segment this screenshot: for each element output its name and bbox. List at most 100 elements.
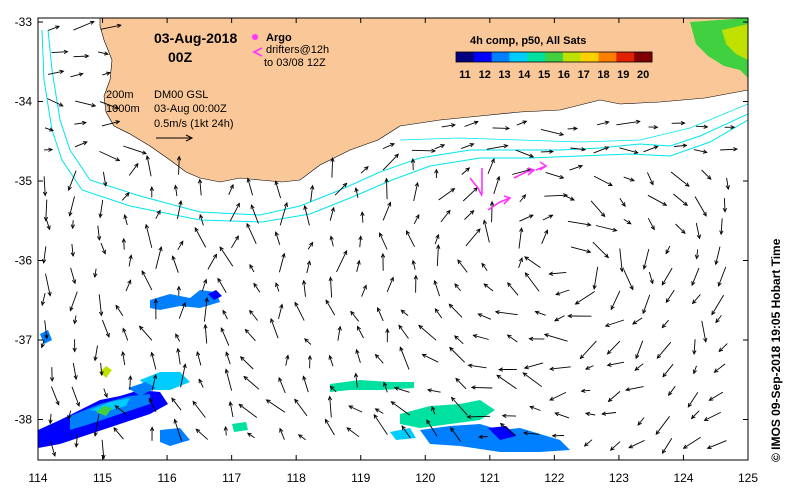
current-arrow	[498, 367, 517, 372]
x-tick-label: 117	[222, 471, 241, 485]
current-arrow	[113, 427, 124, 440]
current-arrow	[470, 385, 493, 390]
current-arrow	[75, 100, 97, 108]
velocity-scale-label: 0.5m/s (1kt 24h)	[154, 118, 233, 130]
current-arrow	[481, 262, 488, 272]
current-arrow	[297, 434, 306, 441]
current-arrow	[461, 143, 475, 150]
current-arrow	[329, 385, 337, 393]
current-arrow	[203, 323, 208, 344]
y-tick-label: -33	[15, 15, 33, 29]
isobath-200m-label: 200m	[106, 89, 134, 101]
current-arrow	[324, 418, 335, 436]
current-arrow	[346, 427, 360, 438]
current-arrow	[450, 426, 462, 442]
current-arrow	[440, 209, 451, 223]
current-arrow	[275, 282, 280, 292]
current-arrow	[51, 49, 69, 54]
current-arrow	[619, 248, 624, 273]
current-arrow	[519, 194, 527, 203]
current-arrow	[219, 246, 234, 267]
current-arrow	[411, 148, 437, 153]
current-arrow	[570, 147, 587, 152]
current-arrow	[101, 319, 110, 338]
current-arrow	[123, 213, 128, 226]
x-axis: 114 115 116 117 118 119 120 121 122 123 124 125	[28, 18, 758, 485]
current-arrow	[616, 119, 641, 126]
current-arrow	[249, 263, 255, 273]
drifters-range: to 03/08 12Z	[264, 57, 326, 69]
current-arrow	[337, 325, 342, 341]
current-arrow	[325, 299, 336, 316]
current-arrow	[634, 363, 644, 371]
current-arrow	[642, 294, 651, 315]
product-name: DM00 GSL	[154, 89, 208, 101]
current-arrow	[551, 433, 565, 438]
current-arrow	[584, 411, 596, 417]
current-arrow	[717, 266, 727, 287]
current-arrow	[610, 290, 621, 311]
current-arrow	[42, 176, 48, 197]
y-tick-label: -38	[15, 413, 33, 427]
current-arrow	[450, 396, 468, 416]
current-arrow	[518, 227, 524, 249]
current-arrow	[477, 434, 488, 440]
current-arrow	[661, 267, 673, 286]
drifter-track	[487, 197, 511, 211]
x-tick-label: 118	[287, 471, 306, 485]
current-arrow	[465, 228, 481, 247]
current-arrow	[44, 320, 49, 340]
current-arrow	[250, 204, 259, 224]
current-arrow	[151, 374, 158, 391]
current-arrow	[487, 158, 495, 174]
current-arrow	[274, 231, 281, 245]
current-arrow	[648, 271, 654, 285]
current-arrow	[353, 372, 359, 388]
current-arrow	[595, 225, 618, 232]
current-arrow	[413, 274, 419, 293]
y-tick-label: -35	[15, 174, 33, 188]
current-arrow	[682, 436, 701, 449]
current-arrow	[97, 51, 110, 56]
current-arrow	[725, 177, 730, 191]
x-tick-label: 116	[158, 471, 177, 485]
current-arrow	[632, 317, 643, 325]
current-arrow	[171, 397, 182, 411]
current-arrow	[278, 303, 284, 320]
current-arrow	[604, 319, 625, 327]
current-arrow	[74, 434, 79, 448]
current-arrow	[98, 199, 104, 219]
current-arrow	[431, 405, 436, 415]
current-arrow	[244, 328, 256, 342]
current-arrow	[574, 291, 595, 305]
current-arrow	[695, 222, 702, 240]
current-arrow	[301, 279, 307, 297]
current-arrow	[355, 348, 361, 363]
current-arrow	[606, 361, 625, 367]
current-arrow	[101, 120, 121, 127]
current-arrow	[50, 441, 56, 457]
current-arrow	[128, 375, 133, 390]
current-arrow	[570, 246, 592, 254]
current-arrow	[540, 149, 554, 154]
current-arrow	[379, 232, 388, 250]
colorbar-tick-label: 14	[518, 69, 531, 81]
current-arrow	[549, 366, 571, 371]
current-arrow	[545, 171, 565, 179]
current-arrow	[360, 165, 369, 174]
current-arrow	[693, 149, 708, 154]
current-arrow	[701, 169, 712, 180]
current-arrow	[515, 149, 535, 158]
current-arrow	[44, 127, 54, 132]
current-arrow	[330, 156, 335, 178]
colorbar-segment	[598, 52, 617, 62]
current-arrow	[225, 351, 231, 365]
current-arrow	[294, 301, 305, 321]
current-arrow	[102, 71, 111, 76]
current-arrow	[671, 120, 686, 126]
current-arrow	[647, 194, 668, 206]
current-arrow	[173, 184, 178, 197]
current-arrow	[155, 246, 163, 270]
current-arrow	[496, 374, 517, 390]
current-arrow	[695, 124, 709, 129]
